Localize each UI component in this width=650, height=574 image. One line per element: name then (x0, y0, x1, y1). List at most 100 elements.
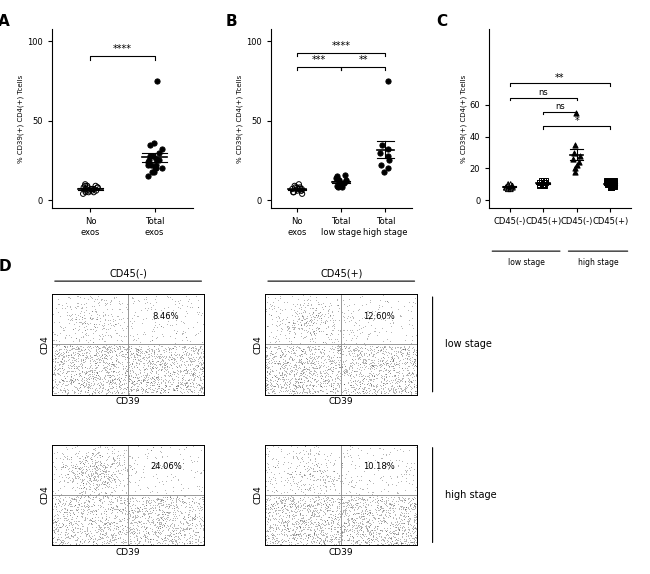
Point (351, 387, 361, 397)
Point (284, 510, 294, 519)
Point (382, 350, 393, 359)
Point (335, 180, 345, 189)
Point (386, 354, 396, 363)
Point (66, 366, 76, 375)
Point (323, 456, 333, 465)
Point (92, 484, 103, 494)
Point (116, 379, 127, 389)
Point (175, 526, 185, 536)
Point (328, 473, 339, 482)
Point (296, 538, 306, 547)
Point (177, 329, 187, 339)
Point (325, 472, 335, 481)
Point (260, 499, 270, 508)
Point (88, 471, 99, 480)
Point (83, 183, 93, 192)
Point (341, 488, 351, 497)
Point (396, 538, 407, 547)
Point (178, 317, 188, 327)
Point (310, 534, 320, 543)
Point (285, 503, 296, 512)
Point (384, 499, 394, 508)
Point (393, 519, 403, 528)
Point (396, 522, 407, 531)
Point (194, 358, 204, 367)
Point (187, 369, 197, 378)
Point (278, 492, 288, 502)
Point (120, 346, 131, 355)
Point (323, 323, 333, 332)
Point (326, 358, 336, 367)
Point (357, 522, 367, 531)
Point (274, 343, 285, 352)
Point (289, 320, 300, 329)
Point (398, 495, 409, 504)
Point (74, 378, 85, 387)
Point (403, 522, 413, 532)
Point (349, 346, 359, 355)
Point (322, 308, 333, 317)
Point (384, 495, 394, 505)
Point (334, 357, 345, 366)
Point (404, 367, 415, 377)
Point (78, 508, 88, 517)
Point (404, 524, 415, 533)
Point (140, 364, 151, 374)
Point (159, 497, 170, 506)
Point (266, 379, 276, 388)
Point (155, 360, 165, 369)
Point (315, 475, 325, 484)
Point (144, 356, 154, 366)
Point (281, 368, 291, 377)
Point (352, 529, 363, 538)
Point (144, 355, 155, 364)
Point (119, 498, 129, 507)
Point (294, 373, 305, 382)
Point (55, 350, 65, 359)
Point (317, 377, 328, 386)
Point (333, 536, 343, 545)
Point (384, 372, 394, 381)
Point (384, 356, 395, 366)
Point (76, 345, 86, 354)
Point (157, 453, 168, 462)
Point (182, 366, 192, 375)
Point (150, 294, 161, 304)
Point (144, 379, 155, 388)
Point (292, 514, 303, 523)
Point (292, 306, 302, 315)
Point (408, 494, 419, 503)
Point (290, 348, 300, 358)
Point (351, 383, 361, 393)
Point (55, 370, 65, 379)
Point (330, 358, 341, 367)
Point (263, 486, 274, 495)
Point (172, 502, 183, 511)
Point (154, 381, 164, 390)
Point (346, 358, 356, 367)
Point (80, 368, 90, 377)
Point (128, 373, 138, 382)
Point (265, 381, 276, 390)
Point (118, 384, 129, 393)
Point (112, 528, 123, 537)
Point (192, 302, 203, 312)
Point (84, 346, 95, 355)
Point (394, 525, 404, 534)
Point (190, 538, 201, 547)
Point (402, 381, 413, 390)
Point (115, 377, 125, 386)
Point (401, 461, 411, 471)
Point (360, 343, 370, 352)
Point (357, 495, 367, 504)
Point (70, 530, 81, 540)
Point (195, 385, 205, 394)
Point (176, 360, 186, 370)
Point (153, 457, 163, 466)
Point (62, 389, 73, 398)
Point (114, 479, 125, 488)
Point (381, 373, 391, 382)
Point (391, 534, 401, 544)
Point (352, 499, 362, 508)
Point (302, 532, 313, 541)
